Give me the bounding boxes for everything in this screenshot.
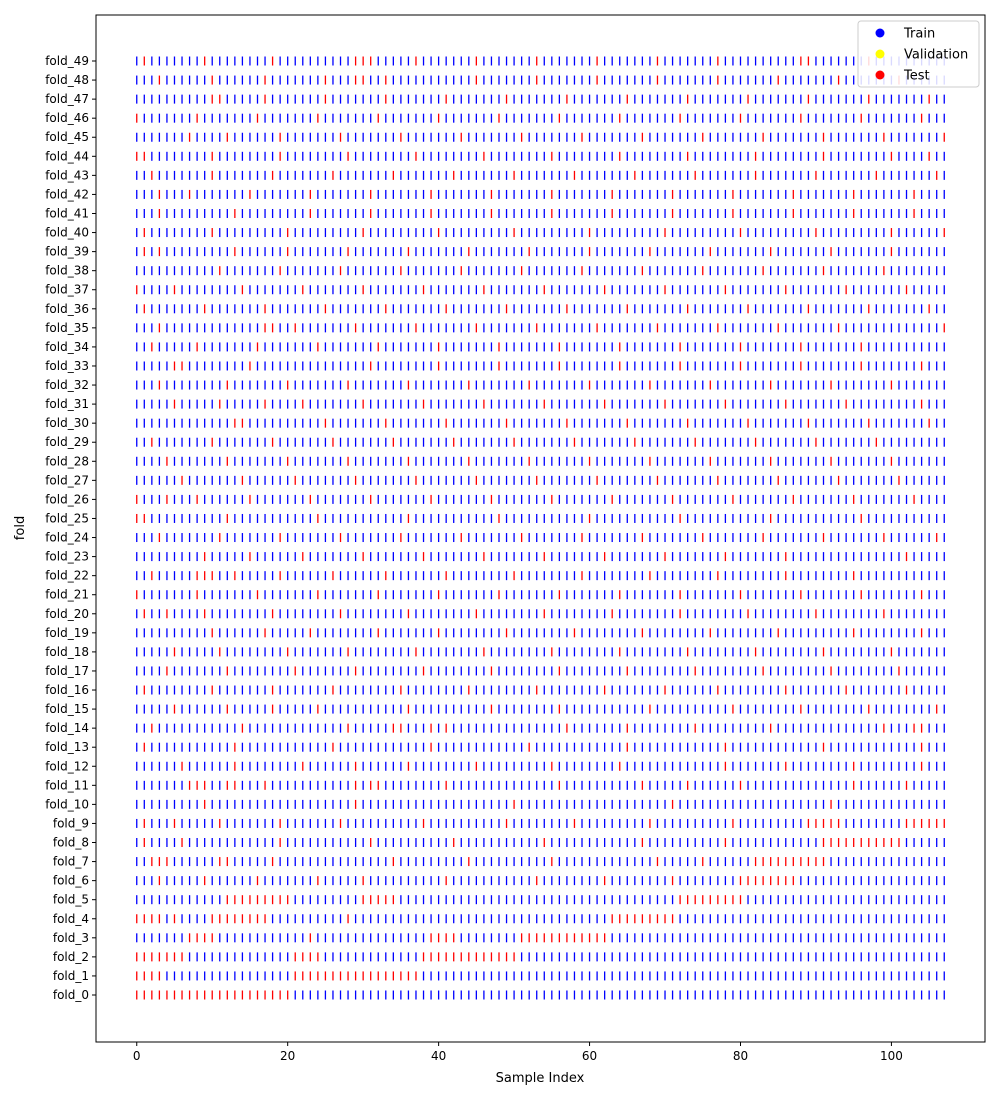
plot-area xyxy=(96,15,985,1042)
